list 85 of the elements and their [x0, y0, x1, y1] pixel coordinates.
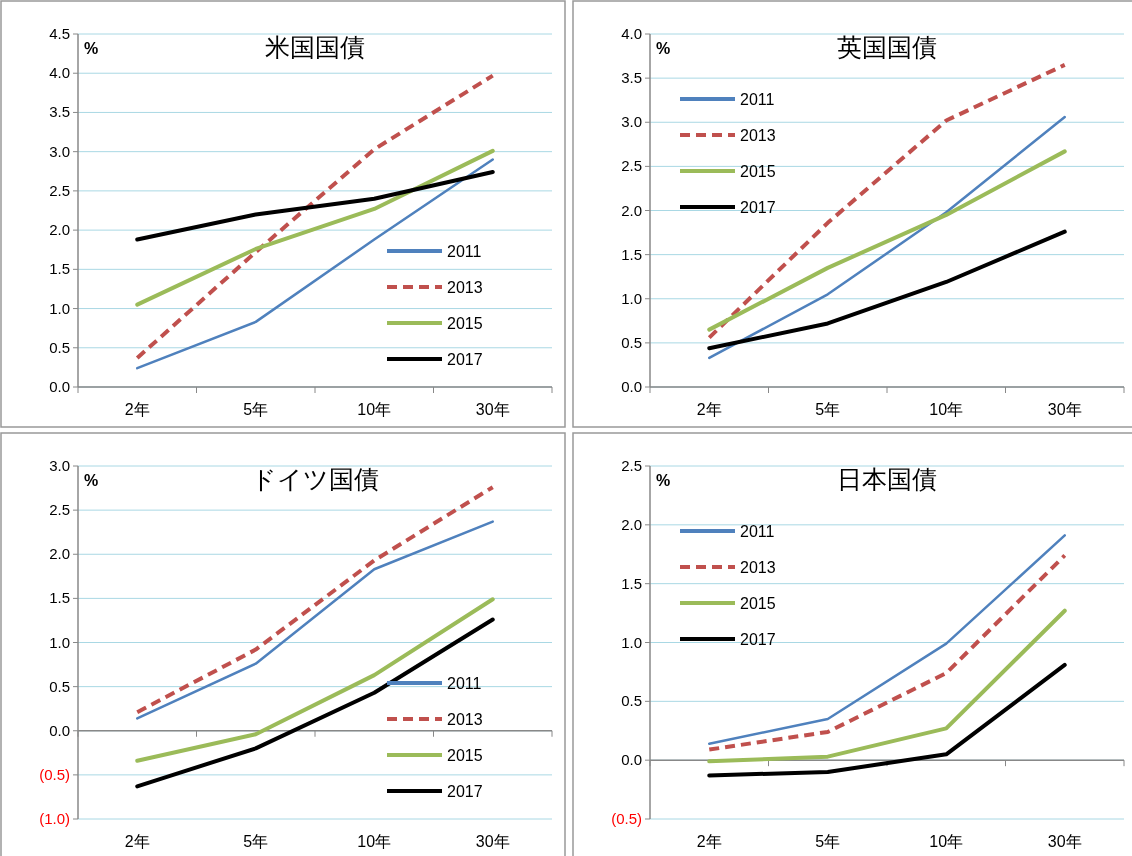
y-tick-label: 1.0	[621, 633, 642, 651]
x-tick-label: 2年	[124, 401, 150, 418]
legend-label: 2011	[740, 523, 775, 540]
y-tick-label: 1.5	[49, 260, 70, 278]
legend-label: 2017	[447, 351, 483, 368]
y-tick-label: 1.5	[621, 574, 642, 592]
line-series	[135, 597, 495, 763]
y-tick-label: 0.0	[621, 378, 642, 395]
x-tick-label: 10年	[929, 833, 964, 850]
chart-title: 日本国債	[837, 465, 937, 493]
line-series	[708, 115, 1066, 360]
y-tick-label: 2.5	[49, 181, 70, 199]
legend-label: 2013	[447, 711, 483, 728]
legend-label: 2015	[447, 747, 483, 764]
legend-label: 2015	[740, 595, 776, 612]
line-series	[707, 149, 1067, 332]
line-series	[707, 662, 1067, 778]
y-tick-label: 0.5	[621, 333, 642, 351]
y-tick-label: 0.5	[49, 677, 70, 695]
x-tick-label: 2年	[696, 401, 722, 418]
x-tick-label: 2年	[124, 833, 150, 850]
x-tick-label: 10年	[929, 401, 964, 418]
y-tick-label: (0.5)	[611, 810, 642, 827]
x-tick-label: 10年	[357, 401, 392, 418]
legend-label: 2017	[447, 783, 483, 800]
y-tick-label: 1.5	[49, 589, 70, 607]
line-series	[707, 62, 1067, 340]
x-tick-label: 5年	[815, 401, 841, 418]
y-tick-label: 3.0	[49, 142, 70, 160]
legend-label: 2013	[447, 279, 483, 296]
legend-label: 2011	[447, 675, 482, 692]
line-series	[135, 170, 495, 242]
y-tick-label: 0.0	[49, 721, 70, 739]
y-tick-label: 1.5	[621, 245, 642, 263]
y-axis-title: %	[656, 472, 671, 489]
legend-label: 2017	[740, 631, 776, 648]
line-series	[707, 229, 1067, 351]
chart-title: 英国国債	[837, 33, 937, 61]
x-tick-label: 30年	[475, 401, 510, 418]
y-axis-title: %	[84, 472, 99, 489]
x-tick-label: 5年	[243, 401, 269, 418]
y-tick-label: 3.0	[49, 457, 70, 474]
legend-label: 2017	[740, 199, 776, 216]
y-tick-label: 1.0	[621, 289, 642, 307]
chart-title: ドイツ国債	[251, 465, 379, 493]
y-axis-title: %	[84, 40, 99, 57]
legend-label: 2015	[447, 315, 483, 332]
x-tick-label: 10年	[357, 833, 392, 850]
chart-title: 米国国債	[265, 33, 365, 61]
legend-label: 2015	[740, 163, 776, 180]
y-tick-label: 2.0	[621, 515, 642, 533]
legend-label: 2011	[740, 91, 775, 108]
y-tick-label: 3.5	[49, 103, 70, 121]
y-tick-label: 2.5	[49, 501, 70, 519]
y-tick-label: 0.5	[49, 338, 70, 356]
x-tick-label: 30年	[1047, 833, 1082, 850]
y-tick-label: 0.0	[621, 751, 642, 769]
y-tick-label: 2.5	[621, 157, 642, 175]
y-tick-label: 1.0	[49, 633, 70, 651]
line-series	[136, 158, 494, 370]
y-tick-label: 0.5	[621, 692, 642, 710]
y-tick-label: 2.0	[49, 221, 70, 239]
y-tick-label: (1.0)	[39, 810, 70, 827]
y-tick-label: 2.0	[621, 201, 642, 219]
legend-label: 2013	[740, 559, 776, 576]
x-tick-label: 5年	[815, 833, 841, 850]
y-tick-label: 2.0	[49, 545, 70, 563]
line-series	[135, 148, 495, 307]
y-axis-title: %	[656, 40, 671, 57]
line-series	[707, 608, 1067, 764]
legend-label: 2013	[740, 127, 776, 144]
y-tick-label: 4.5	[49, 25, 70, 42]
y-tick-label: 3.5	[621, 69, 642, 87]
y-tick-label: (0.5)	[39, 765, 70, 783]
x-tick-label: 30年	[475, 833, 510, 850]
x-tick-label: 30年	[1047, 401, 1082, 418]
y-tick-label: 1.0	[49, 299, 70, 317]
y-tick-label: 2.5	[621, 457, 642, 474]
legend-label: 2011	[447, 243, 482, 260]
y-tick-label: 0.0	[49, 378, 70, 395]
y-tick-label: 4.0	[49, 64, 70, 82]
x-tick-label: 5年	[243, 833, 269, 850]
x-tick-label: 2年	[696, 833, 722, 850]
y-tick-label: 4.0	[621, 25, 642, 42]
y-tick-label: 3.0	[621, 113, 642, 131]
